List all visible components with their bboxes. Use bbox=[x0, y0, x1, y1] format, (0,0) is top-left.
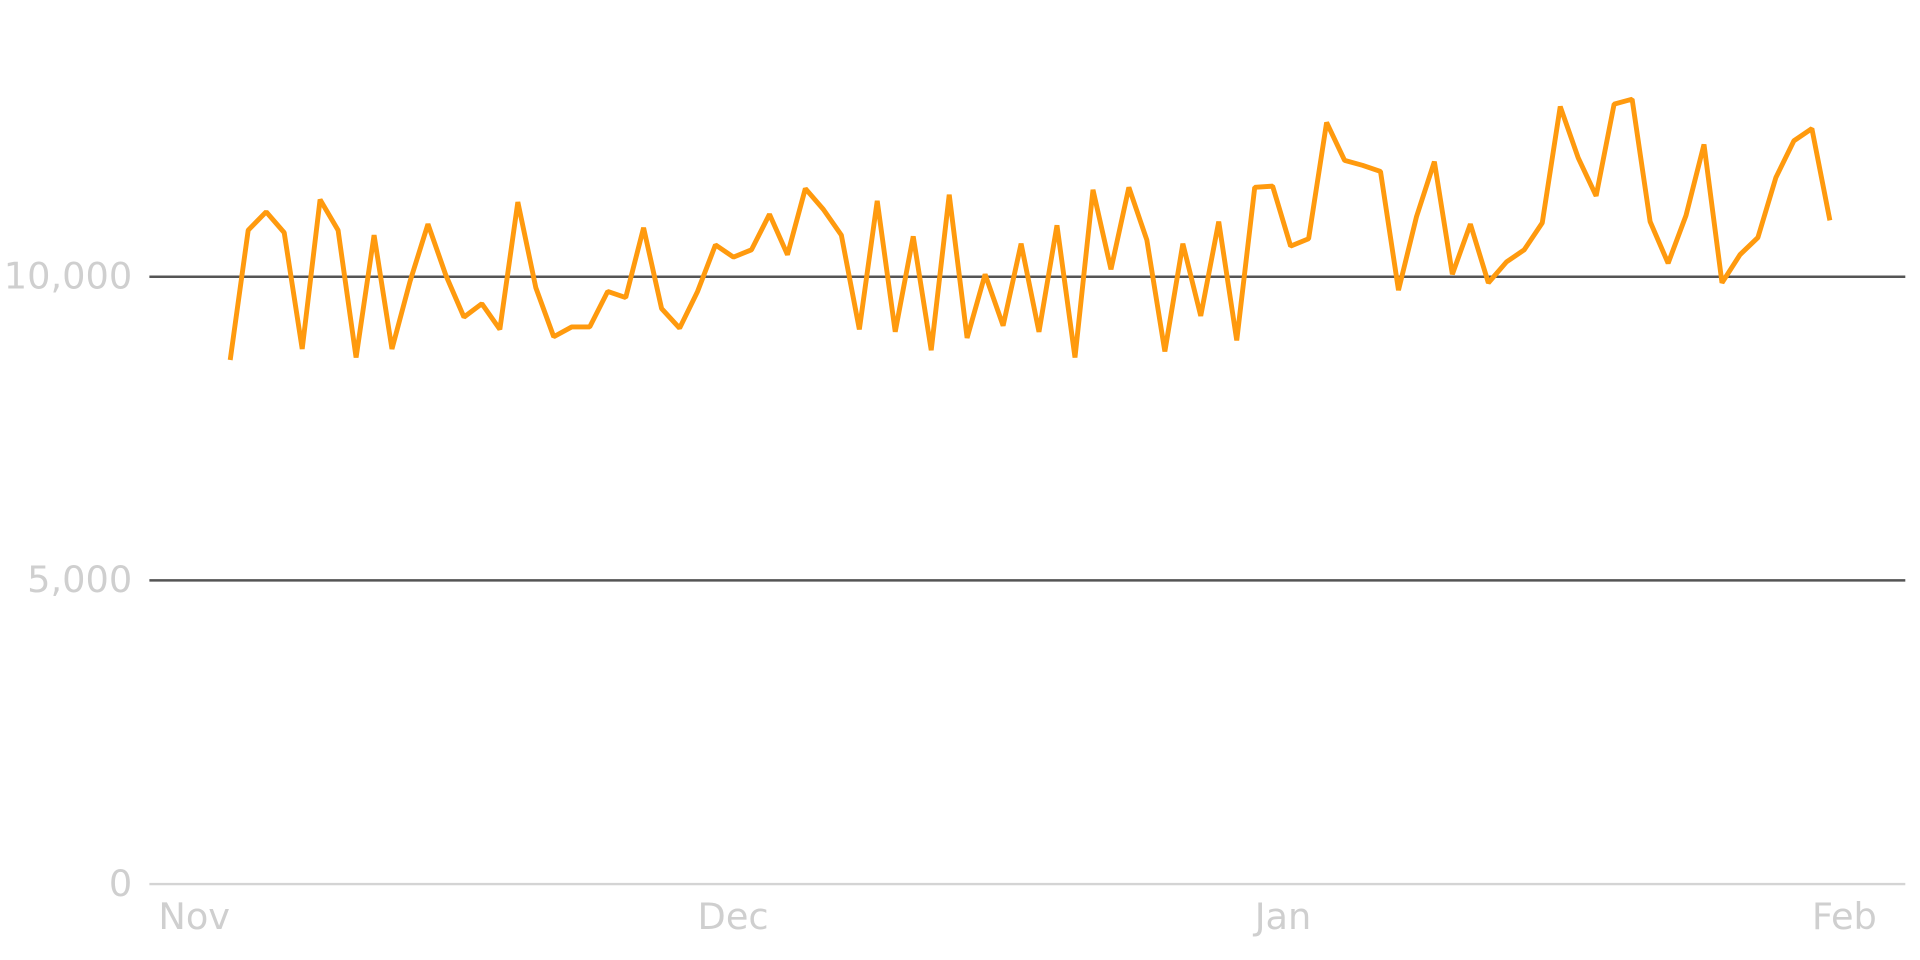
y-tick-label: 5,000 bbox=[27, 558, 132, 601]
x-tick-label: Jan bbox=[1253, 895, 1312, 938]
y-tick-label: 10,000 bbox=[4, 254, 132, 297]
line bbox=[227, 96, 1833, 361]
x-tick-label: Nov bbox=[158, 895, 230, 938]
y-tick-label: 0 bbox=[109, 862, 132, 905]
x-tick-label: Dec bbox=[698, 895, 769, 938]
x-tick-label: Feb bbox=[1812, 895, 1877, 938]
